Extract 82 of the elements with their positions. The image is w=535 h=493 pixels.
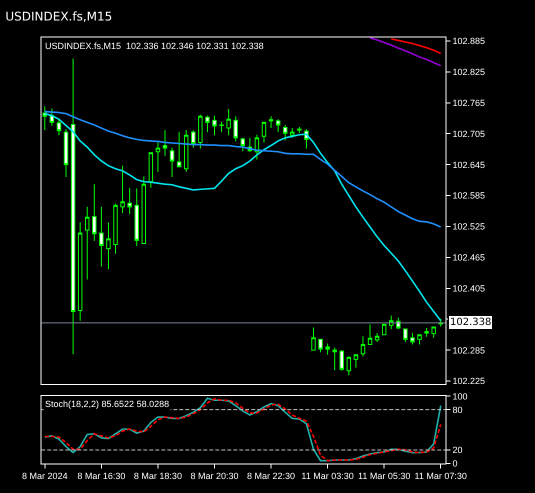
annotation: Stoch(18,2,2) 85.6522 58.0288 xyxy=(45,399,170,409)
candlestick xyxy=(268,116,274,129)
candlestick xyxy=(424,327,429,338)
candlestick xyxy=(198,114,203,150)
candlestick xyxy=(134,188,139,247)
candlestick xyxy=(374,332,380,342)
line-series xyxy=(369,37,442,66)
candlestick xyxy=(184,130,188,172)
x-tick-label: 8 Mar 18:30 xyxy=(134,471,182,482)
candlestick xyxy=(340,350,344,372)
candlestick xyxy=(92,184,97,242)
x-tick-label: 11 Mar 03:30 xyxy=(301,471,354,482)
y-tick-label: 102.465 xyxy=(452,252,486,263)
candlestick xyxy=(382,324,386,336)
candlestick xyxy=(78,222,82,322)
candlestick xyxy=(42,106,48,131)
candlestick xyxy=(311,326,316,351)
y-tick-label: 102.885 xyxy=(452,36,486,46)
candlestick xyxy=(148,152,154,188)
candlestick xyxy=(318,338,323,353)
y-tick-label: 102.645 xyxy=(452,160,486,170)
x-tick-label: 8 Mar 20:30 xyxy=(190,471,239,482)
y-tick-label: 0 xyxy=(452,458,458,469)
x-tick-label: 11 Mar 05:30 xyxy=(358,471,410,482)
ref-line-label: 102.338 xyxy=(450,317,492,328)
chart-title: USDINDEX.fs,M15 xyxy=(5,10,112,24)
y-tick-label: 102.225 xyxy=(452,376,486,386)
candlestick xyxy=(176,132,182,168)
candlestick xyxy=(170,147,174,178)
y-tick-label: 102.585 xyxy=(452,190,486,201)
candlestick xyxy=(346,356,352,376)
candlestick xyxy=(142,176,146,244)
annotation: USDINDEX.fs,M15 102.336 102.346 102.331 102.338 xyxy=(45,41,264,51)
candlestick xyxy=(240,137,246,152)
x-tick-label: 8 Mar 22:30 xyxy=(247,471,296,482)
y-tick-label: 102.405 xyxy=(452,283,486,294)
candlestick xyxy=(368,324,372,346)
y-tick-label: 102.825 xyxy=(452,67,486,78)
candlestick xyxy=(64,128,68,178)
x-tick-label: 8 Mar 2024 xyxy=(22,471,68,482)
y-tick-label: 102.285 xyxy=(452,345,486,356)
y-tick-label: 102.765 xyxy=(452,98,486,108)
candlestick xyxy=(360,336,366,357)
candlestick xyxy=(290,128,294,138)
candlestick xyxy=(205,115,210,133)
x-tick-label: 8 Mar 16:30 xyxy=(77,471,126,482)
candlestick xyxy=(99,206,104,268)
line-series xyxy=(44,110,442,228)
candlestick xyxy=(325,342,330,356)
candlestick xyxy=(297,126,302,134)
y-tick-label: 102.525 xyxy=(452,222,486,232)
candlestick xyxy=(70,58,76,355)
candlestick xyxy=(113,203,118,254)
candlestick xyxy=(431,326,436,338)
candlestick xyxy=(127,187,132,215)
y-tick-label: 80 xyxy=(452,404,463,415)
candlestick xyxy=(417,334,422,345)
candlestick xyxy=(84,206,90,280)
candlestick xyxy=(56,118,62,136)
candlestick xyxy=(403,328,408,342)
candlestick xyxy=(233,116,238,142)
y-tick-label: 100 xyxy=(452,391,468,402)
candlestick xyxy=(106,222,111,270)
candlestick xyxy=(410,332,415,345)
y-tick-label: 102.705 xyxy=(452,128,486,139)
line-series xyxy=(44,112,442,322)
candlestick xyxy=(276,118,280,133)
candlestick xyxy=(254,134,260,160)
candlestick xyxy=(162,130,168,156)
candlestick xyxy=(212,115,217,136)
y-tick-label: 20 xyxy=(452,445,463,456)
candlestick xyxy=(354,354,358,368)
candlestick xyxy=(262,122,266,143)
candlestick xyxy=(191,130,196,148)
candlestick xyxy=(226,108,231,136)
x-tick-label: 11 Mar 07:30 xyxy=(414,471,467,482)
candlestick xyxy=(282,124,288,141)
candlestick xyxy=(219,121,224,133)
line-series xyxy=(390,38,442,54)
candlestick xyxy=(332,347,337,371)
candlestick xyxy=(120,165,125,214)
candlestick xyxy=(156,142,160,172)
